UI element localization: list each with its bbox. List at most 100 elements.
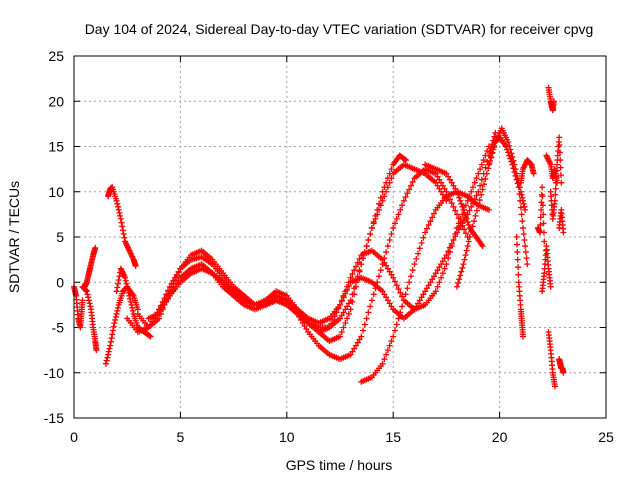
data-point-interp (386, 237, 393, 244)
data-point-interp (175, 269, 182, 276)
data-point-interp (505, 149, 512, 156)
data-point-interp (430, 273, 437, 280)
data-point-interp (438, 188, 445, 195)
data-point-interp (381, 291, 388, 298)
data-point-interp (477, 182, 484, 189)
data-point (379, 288, 386, 295)
data-point-interp (360, 327, 367, 334)
data-point (454, 229, 461, 236)
data-point-interp (335, 305, 342, 312)
data-point (337, 301, 343, 308)
data-point (432, 179, 439, 186)
data-point-interp (478, 176, 485, 183)
data-point-interp (377, 202, 384, 209)
data-point-interp (354, 339, 361, 346)
series-arc-f (358, 188, 492, 385)
series-arc-bump-2.2 (113, 265, 154, 340)
data-point (551, 383, 558, 390)
x-tick-label: 25 (598, 429, 614, 445)
data-point-interp (538, 206, 545, 213)
data-point-interp (84, 291, 91, 298)
data-point (454, 283, 461, 290)
data-point (400, 297, 407, 304)
data-point-interp (452, 207, 459, 214)
y-tick-label: -10 (44, 365, 64, 381)
data-point-interp (124, 283, 131, 290)
data-point (147, 333, 154, 340)
data-point (479, 243, 486, 250)
data-point-interp (381, 356, 388, 363)
data-point-interp (349, 270, 356, 277)
data-point-interp (455, 191, 462, 198)
data-point-interp (374, 211, 381, 218)
data-point-interp (123, 280, 130, 287)
data-point-interp (363, 315, 370, 322)
data-point-interp (537, 214, 544, 221)
y-tick-label: 15 (48, 139, 64, 155)
series-arc-n (545, 84, 557, 114)
data-point (475, 188, 482, 195)
data-point-interp (402, 291, 409, 298)
data-point-interp (114, 203, 121, 210)
data-point-interp (365, 309, 372, 316)
data-point-interp (386, 300, 393, 307)
data-point-interp (356, 255, 363, 262)
data-point-interp (418, 294, 425, 301)
data-point-interp (107, 338, 114, 345)
data-point-interp (476, 197, 483, 204)
data-point-interp (173, 273, 180, 280)
data-point (520, 224, 527, 231)
data-point-interp (457, 197, 464, 204)
data-point (522, 206, 529, 213)
data-point-interp (388, 303, 395, 310)
data-point-interp (517, 204, 524, 211)
data-point-interp (484, 148, 491, 155)
data-point-interp (521, 237, 528, 244)
data-point-interp (462, 212, 469, 219)
data-point-interp (299, 319, 306, 326)
data-point (443, 261, 450, 268)
data-point-interp (383, 249, 390, 256)
series-arc-s (556, 356, 567, 376)
data-point-interp (455, 226, 462, 233)
data-point-interp (381, 193, 388, 200)
data-point-interp (434, 267, 441, 274)
data-point-interp (439, 191, 446, 198)
data-point-interp (391, 327, 398, 334)
data-point-interp (377, 267, 384, 274)
data-point-interp (404, 285, 411, 292)
data-point-interp (461, 256, 468, 263)
data-point-interp (434, 283, 441, 290)
data-point (368, 297, 375, 304)
data-point-interp (399, 202, 406, 209)
data-point-interp (473, 175, 480, 182)
data-point-interp (116, 209, 123, 216)
data-point-interp (441, 265, 448, 272)
data-point-interp (415, 250, 422, 257)
data-point-interp (490, 146, 497, 153)
data-point-interp (121, 234, 128, 241)
data-point (443, 170, 450, 177)
data-point (513, 234, 520, 240)
data-point-interp (399, 303, 406, 310)
data-point-interp (103, 357, 110, 364)
data-point-interp (416, 297, 423, 304)
data-point-interp (370, 291, 377, 298)
data-point-interp (384, 184, 391, 191)
data-point-interp (438, 274, 445, 281)
data-point-interp (404, 190, 411, 197)
data-point-interp (511, 169, 518, 176)
data-point (83, 288, 90, 295)
data-point-interp (518, 211, 525, 218)
data-point (475, 170, 482, 177)
data-point-interp (112, 313, 119, 320)
data-points (71, 84, 567, 390)
data-point-interp (384, 265, 391, 272)
data-point-interp (407, 182, 414, 189)
data-point-interp (459, 264, 466, 271)
data-point-interp (506, 152, 513, 159)
data-point (475, 202, 482, 209)
data-point-interp (464, 218, 471, 225)
y-tick-label: 0 (56, 274, 64, 290)
data-point-interp (85, 297, 92, 304)
